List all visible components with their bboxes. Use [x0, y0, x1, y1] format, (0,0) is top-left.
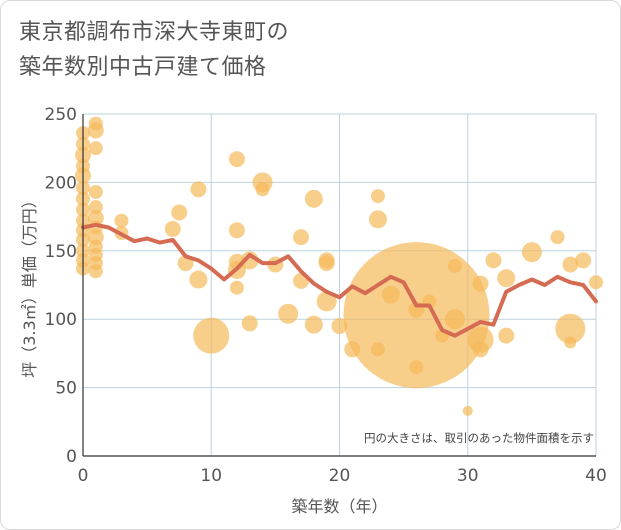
y-tick-label-50: 50: [55, 379, 77, 399]
x-axis-label: 築年数（年）: [291, 497, 387, 516]
bubble-point-26: [114, 213, 129, 228]
bubble-point-54: [370, 189, 385, 204]
bubble-point-34: [228, 151, 245, 168]
bubble-point-74: [562, 256, 579, 273]
y-tick-label-100: 100: [45, 310, 77, 330]
x-tick-label-10: 10: [200, 466, 222, 486]
x-tick-label-30: 30: [457, 466, 479, 486]
bubble-point-44: [278, 303, 299, 324]
bubble-point-52: [331, 318, 348, 335]
bubble-point-29: [171, 204, 188, 221]
bubble-point-77: [575, 252, 592, 269]
bubble-point-47: [304, 189, 323, 208]
bubble-point-69: [485, 252, 502, 269]
trend-layer: [81, 222, 598, 338]
y-tick-labels: 0 50 100 150 200 250: [45, 105, 77, 467]
bubble-point-75: [555, 313, 586, 344]
y-tick-label-0: 0: [66, 447, 77, 467]
bubble-point-70: [497, 269, 516, 288]
chart-title: 東京都調布市深大寺東町の 築年数別中古戸建て価格: [19, 15, 579, 85]
bubble-point-60: [409, 360, 424, 375]
bubble-point-51: [316, 291, 337, 312]
bubble-point-40: [241, 315, 258, 332]
bubble-point-73: [550, 230, 565, 245]
bubble-point-71: [498, 327, 515, 344]
bubble-point-42: [255, 182, 270, 197]
bubble-point-55: [368, 210, 387, 229]
bubble-point-65: [462, 405, 473, 416]
bubble-point-76: [564, 336, 577, 349]
bubble-point-15: [87, 122, 104, 139]
title-line-2: 築年数別中古戸建て価格: [19, 55, 267, 80]
bubble-point-28: [164, 220, 181, 237]
axes-layer: [82, 114, 596, 457]
bubble-point-17: [88, 184, 103, 199]
x-tick-labels: 0 10 20 30 40: [78, 466, 607, 486]
y-tick-label-200: 200: [45, 173, 77, 193]
bubble-point-48: [304, 315, 323, 334]
x-tick-label-20: 20: [329, 466, 351, 486]
bubble-point-31: [190, 181, 207, 198]
bubble-size-note: 円の大きさは、取引のあった物件面積を示す: [364, 431, 594, 445]
bubble-point-68: [472, 341, 489, 358]
bubble-point-18: [88, 200, 103, 215]
bubble-point-32: [189, 270, 208, 289]
bubble-point-50: [318, 255, 335, 272]
x-tick-label-0: 0: [78, 466, 89, 486]
grid-lines: [83, 113, 597, 456]
bubble-point-63: [447, 258, 462, 273]
trend-line-0: [81, 222, 598, 338]
bubble-point-38: [229, 280, 244, 295]
bubble-point-25: [88, 264, 103, 279]
x-tick-label-40: 40: [585, 466, 607, 486]
bubble-point-45: [293, 229, 310, 246]
y-tick-label-150: 150: [45, 242, 77, 262]
y-tick-label-250: 250: [45, 105, 77, 125]
bubble-point-33: [193, 317, 230, 354]
bubble-point-72: [521, 242, 542, 263]
bubble-point-64: [444, 309, 465, 330]
bubble-point-66: [472, 275, 489, 292]
title-line-1: 東京都調布市深大寺東町の: [19, 20, 290, 45]
bubble-point-78: [589, 275, 603, 290]
y-axis-label: 坪（3.3㎡）単価（万円）: [20, 192, 39, 377]
bubble-point-35: [228, 222, 245, 239]
bubble-point-16: [88, 141, 103, 156]
